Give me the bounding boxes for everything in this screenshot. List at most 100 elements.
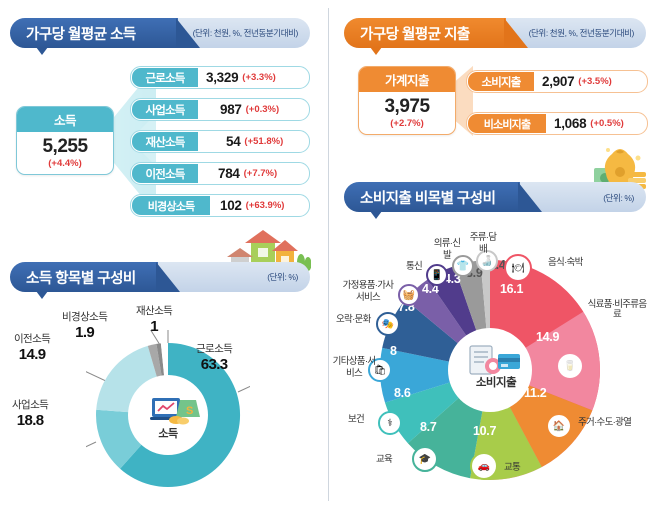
income-slice-name: 근로소득	[196, 343, 233, 355]
expense-slice-value: 8	[390, 344, 397, 358]
expense-slice-label: 교육	[376, 454, 393, 465]
income-slice-label: 이전소득 14.9	[14, 333, 51, 364]
expense-item-row: 비소비지출 1,068 (+0.5%)	[466, 112, 648, 135]
expense-item-row: 소비지출 2,907 (+3.5%)	[466, 70, 648, 93]
expense-funnel-shape	[443, 66, 473, 136]
income-slice-label: 재산소득 1	[136, 305, 173, 336]
income-item-value: 3,329	[206, 70, 239, 85]
expense-total-box: 가계지출 3,975 (+2.7%)	[358, 66, 456, 135]
income-banner-tab: 가구당 월평균 소득	[10, 18, 200, 48]
expense-slice-label: 가정용품·가사서비스	[342, 280, 394, 303]
expense-slice-value: 10.7	[473, 424, 497, 438]
income-slice-value: 1	[150, 318, 158, 336]
grocery-icon: 🥛	[556, 352, 584, 380]
income-slice-value: 14.9	[18, 346, 46, 364]
expense-slice-label: 주류·담배	[469, 232, 497, 255]
panel-divider	[328, 8, 329, 501]
income-item-value: 987	[220, 102, 242, 117]
home-utility-icon: 🏠	[546, 413, 572, 439]
expense-item-change: (+0.5%)	[590, 118, 624, 129]
expense-item-value: 1,068	[554, 116, 587, 131]
banner-pointer-icon	[370, 211, 382, 219]
expense-slice-label: 음식·숙박	[548, 257, 583, 268]
income-item-name: 사업소득	[132, 100, 198, 119]
expense-total-label: 가계지출	[359, 67, 455, 92]
expense-slice-value: 11.2	[524, 386, 547, 400]
expense-item-value: 2,907	[542, 74, 575, 89]
income-chart-banner: 소득 항목별 구성비 (단위: %)	[10, 262, 310, 299]
income-item-row: 비경상소득 102 (+63.9%)	[130, 194, 310, 217]
income-unit-note: (단위: 천원, %, 전년동분기대비)	[192, 28, 299, 38]
leisure-icon: 🎭	[376, 312, 400, 336]
income-slice-value: 18.8	[16, 412, 44, 430]
income-item-row: 이전소득 784 (+7.7%)	[130, 162, 310, 185]
income-slice-name: 이전소득	[14, 333, 51, 345]
income-slice-label: 비경상소득 1.9	[62, 311, 108, 342]
income-chart-banner-tab: 소득 항목별 구성비	[10, 262, 180, 292]
income-item-change: (+7.7%)	[243, 168, 278, 179]
expense-slice-label: 주거·수도·광열	[578, 417, 632, 428]
clothing-icon: 👕	[452, 255, 474, 277]
household-goods-icon: 🧺	[398, 284, 420, 306]
svg-text:S: S	[186, 405, 193, 417]
expense-slice-label: 보건	[348, 414, 365, 425]
income-item-change: (+63.9%)	[245, 200, 285, 211]
expense-slice-value: 8.7	[420, 420, 437, 434]
expense-pie-chart	[379, 259, 601, 481]
income-title: 가구당 월평균 소득	[26, 26, 136, 43]
income-total-change: (+4.4%)	[48, 158, 82, 169]
income-item-value: 784	[218, 166, 240, 181]
income-item-name: 재산소득	[132, 132, 198, 151]
income-item-name: 근로소득	[132, 68, 198, 87]
expense-item-name: 소비지출	[468, 72, 534, 91]
expense-total-value: 3,975	[384, 96, 430, 117]
income-total-value: 5,255	[42, 136, 88, 157]
expense-title: 가구당 월평균 지출	[360, 26, 470, 43]
expense-total-change: (+2.7%)	[390, 118, 424, 129]
income-slice-value: 1.9	[75, 324, 95, 342]
income-slice-value: 63.3	[200, 356, 228, 374]
income-total-label: 소득	[17, 107, 113, 132]
income-item-row: 재산소득 54 (+51.8%)	[130, 130, 310, 153]
other-goods-icon: 🛍	[368, 358, 392, 382]
income-item-row: 근로소득 3,329 (+3.3%)	[130, 66, 310, 89]
income-slice-name: 비경상소득	[62, 311, 108, 323]
expense-item-change: (+3.5%)	[578, 76, 612, 87]
expense-slice-value: 14.9	[536, 330, 560, 344]
education-icon: 🎓	[412, 446, 438, 472]
expense-chart-unit-note: (단위: %)	[603, 193, 634, 203]
expense-chart-title: 소비지출 비목별 구성비	[360, 190, 496, 207]
expense-section-banner: 가구당 월평균 지출 (단위: 천원, %, 전년동분기대비)	[344, 18, 646, 55]
income-total-box: 소득 5,255 (+4.4%)	[16, 106, 114, 175]
expense-pie-center-label: 소비지출	[475, 377, 517, 389]
banner-pointer-icon	[36, 291, 48, 299]
food-icon: 🍽	[504, 254, 532, 282]
income-item-value: 54	[226, 134, 241, 149]
income-item-change: (+3.3%)	[242, 72, 276, 83]
income-donut-chart: S	[86, 330, 250, 487]
expense-item-name: 비소비지출	[468, 114, 546, 133]
income-section-banner: 가구당 월평균 소득 (단위: 천원, %, 전년동분기대비)	[10, 18, 310, 55]
expense-slice-value: 8.6	[394, 386, 411, 400]
banner-pointer-icon	[370, 47, 382, 55]
expense-chart-banner-tab: 소비지출 비목별 구성비	[344, 182, 542, 212]
expense-slice-value: 16.1	[500, 282, 524, 296]
expense-slice-label: 의류·신발	[433, 238, 461, 261]
car-icon: 🚗	[470, 452, 498, 480]
expense-chart-banner: 소비지출 비목별 구성비 (단위: %)	[344, 182, 646, 219]
income-chart-unit-note: (단위: %)	[267, 272, 298, 282]
expense-slice-label: 통신	[406, 261, 423, 272]
income-item-change: (+0.3%)	[245, 104, 280, 115]
income-slice-label: 사업소득 18.8	[12, 399, 49, 430]
income-chart-title: 소득 항목별 구성비	[26, 270, 136, 287]
banner-pointer-icon	[36, 47, 48, 55]
expense-slice-label: 교통	[504, 462, 521, 473]
income-item-value: 102	[220, 198, 242, 213]
expense-slice-label: 기타상품·서비스	[332, 356, 376, 379]
income-donut-center-label: 소득	[158, 428, 178, 440]
expense-unit-note: (단위: 천원, %, 전년동분기대비)	[528, 28, 635, 38]
communication-icon: 📱	[426, 264, 448, 286]
income-item-row: 사업소득 987 (+0.3%)	[130, 98, 310, 121]
expense-slice-label: 오락·문화	[336, 314, 371, 325]
